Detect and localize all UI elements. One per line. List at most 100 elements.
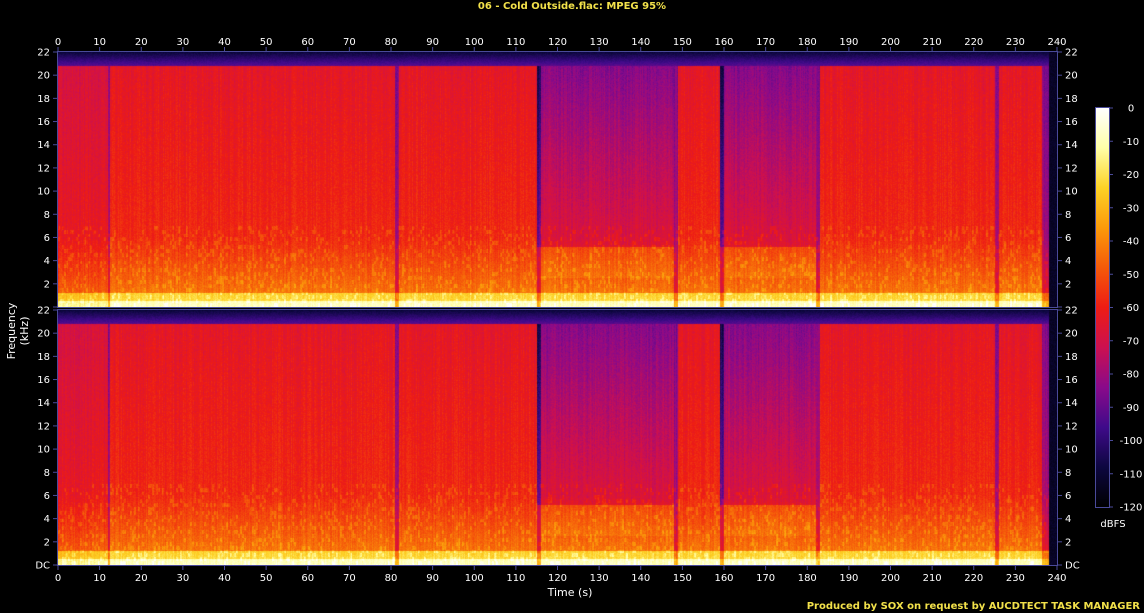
x-tick-label-top: 90 [426,37,439,48]
y-tick-label-right: 8 [1065,468,1071,479]
y-tick-label-right: 20 [1065,71,1078,82]
x-tick-label-bottom: 170 [756,573,775,584]
y-tick-label-left: 10 [37,187,50,198]
x-tick-label-top: 230 [1006,37,1025,48]
x-tick-label-bottom: 90 [426,573,439,584]
y-tick-label-right: 6 [1065,491,1071,502]
colorbar-tick-label: -120 [1120,503,1143,514]
y-tick-label-right: 18 [1065,94,1078,105]
y-tick-label-right: 16 [1065,117,1078,128]
y-tick-label-right: 20 [1065,329,1078,340]
x-tick-label-bottom: 180 [798,573,817,584]
colorbar [1096,108,1109,507]
x-tick-label-top: 150 [673,37,692,48]
x-tick-label-bottom: 120 [548,573,567,584]
x-tick-label-bottom: 150 [673,573,692,584]
y-tick-label-left: 18 [37,94,50,105]
y-tick-label-right: 18 [1065,352,1078,363]
colorbar-tick-label: -30 [1123,203,1139,214]
x-tick-label-top: 170 [756,37,775,48]
x-tick-label-top: 40 [218,37,231,48]
x-tick-label-top: 20 [135,37,148,48]
x-tick-label-top: 10 [93,37,106,48]
spectrogram-channel-1 [58,52,1057,307]
y-tick-label-right: 22 [1065,306,1078,317]
x-tick-label-top: 220 [964,37,983,48]
y-tick-label-left: 6 [44,233,50,244]
x-tick-label-bottom: 80 [385,573,398,584]
colorbar-tick-label: -10 [1123,137,1139,148]
x-tick-label-top: 100 [465,37,484,48]
x-tick-label-bottom: 140 [631,573,650,584]
x-tick-label-bottom: 210 [923,573,942,584]
x-tick-label-top: 180 [798,37,817,48]
x-tick-label-bottom: 200 [881,573,900,584]
y-tick-label-right: 6 [1065,233,1071,244]
y-tick-label-left: 4 [44,256,50,267]
colorbar-tick-label: -20 [1123,170,1139,181]
colorbar-tick-label: -90 [1123,403,1139,414]
spectrogram-channel-2 [58,310,1057,565]
x-tick-label-bottom: 70 [343,573,356,584]
y-tick-label-left: 2 [44,279,50,290]
y-tick-label-left: 12 [37,421,50,432]
y-tick-label-left: 16 [37,117,50,128]
y-tick-label-left: 4 [44,514,50,525]
x-tick-label-top: 110 [506,37,525,48]
x-tick-label-bottom: 100 [465,573,484,584]
y-tick-label-left: 18 [37,352,50,363]
y-tick-label-right: 14 [1065,140,1078,151]
x-tick-label-bottom: 230 [1006,573,1025,584]
x-tick-label-bottom: 130 [590,573,609,584]
y-tick-label-right: DC [1065,561,1080,572]
x-tick-label-bottom: 20 [135,573,148,584]
x-tick-label-top: 210 [923,37,942,48]
x-tick-label-top: 30 [177,37,190,48]
colorbar-tick-label: -110 [1120,469,1143,480]
colorbar-tick-label: 0 [1128,104,1134,115]
y-tick-label-right: 22 [1065,48,1078,59]
y-tick-label-left: 6 [44,491,50,502]
y-tick-label-left: 12 [37,163,50,174]
x-tick-label-top: 70 [343,37,356,48]
x-tick-label-bottom: 50 [260,573,273,584]
y-tick-label-right: 10 [1065,445,1078,456]
footer-credit: Produced by SOX on request by AUCDTECT T… [806,601,1140,612]
y-tick-label-left: 16 [37,375,50,386]
y-tick-label-left: 22 [37,48,50,59]
y-tick-label-right: 14 [1065,398,1078,409]
x-tick-label-top: 240 [1047,37,1066,48]
y-tick-label-left: 20 [37,329,50,340]
x-axis-label: Time (s) [547,586,593,599]
x-tick-label-top: 80 [385,37,398,48]
x-tick-label-bottom: 220 [964,573,983,584]
colorbar-tick-label: -60 [1123,303,1139,314]
x-tick-label-top: 200 [881,37,900,48]
y-tick-label-right: 4 [1065,256,1071,267]
colorbar-tick-label: -40 [1123,237,1139,248]
y-tick-label-right: 12 [1065,163,1078,174]
y-tick-label-left: DC [35,561,50,572]
y-tick-label-left: 10 [37,445,50,456]
x-tick-label-bottom: 110 [506,573,525,584]
x-tick-label-top: 0 [55,37,61,48]
y-tick-label-right: 12 [1065,421,1078,432]
x-tick-label-top: 120 [548,37,567,48]
y-tick-label-right: 16 [1065,375,1078,386]
y-tick-label-left: 2 [44,537,50,548]
x-tick-label-bottom: 30 [177,573,190,584]
x-tick-label-bottom: 40 [218,573,231,584]
x-tick-label-top: 60 [301,37,314,48]
y-tick-label-left: 20 [37,71,50,82]
y-tick-label-left: 14 [37,140,50,151]
x-tick-label-top: 50 [260,37,273,48]
colorbar-tick-label: -80 [1123,370,1139,381]
y-tick-label-left: 8 [44,210,50,221]
y-tick-label-right: 8 [1065,210,1071,221]
x-tick-label-bottom: 0 [55,573,61,584]
x-tick-label-bottom: 240 [1047,573,1066,584]
y-tick-label-right: 4 [1065,514,1071,525]
x-tick-label-bottom: 10 [93,573,106,584]
